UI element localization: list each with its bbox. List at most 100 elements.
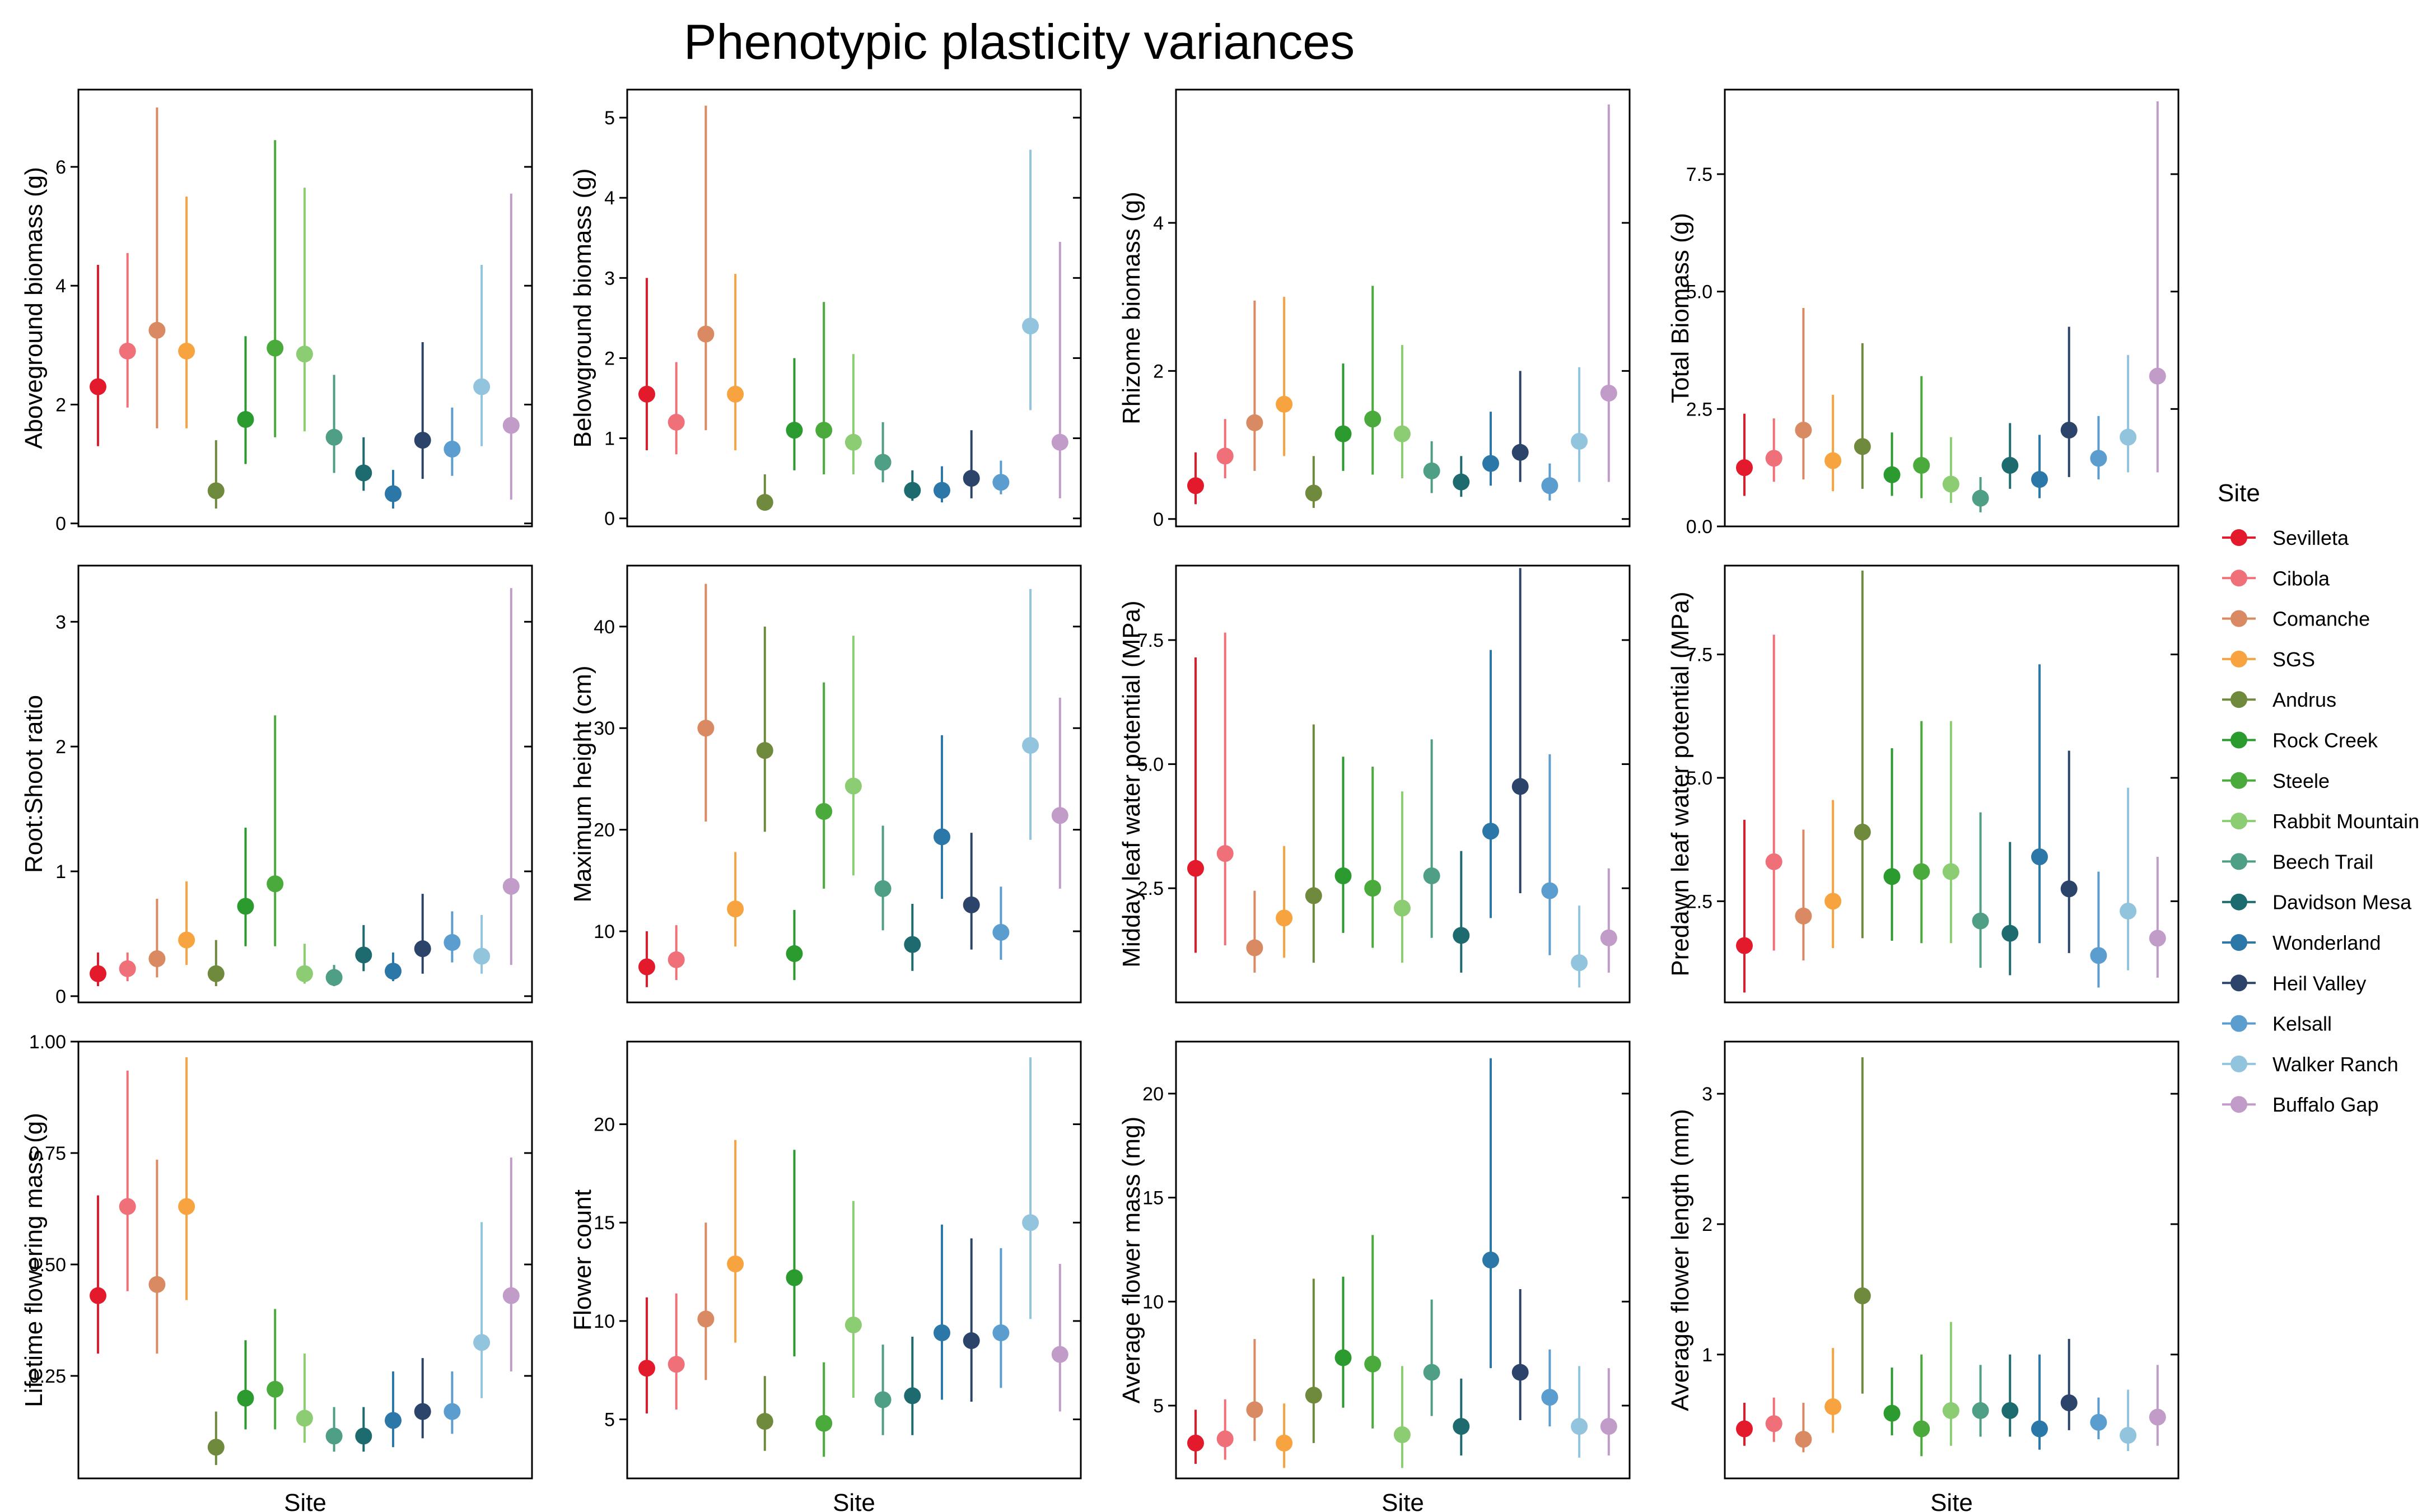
legend-label: Steele — [2272, 769, 2330, 792]
y-tick-label: 0.75 — [29, 1143, 66, 1164]
y-tick-label: 5 — [1153, 1396, 1164, 1417]
y-tick-label: 2 — [55, 736, 66, 758]
point-14 — [473, 378, 491, 395]
point-1 — [90, 965, 106, 982]
legend-label: Beech Trail — [2272, 850, 2373, 873]
point-10 — [1453, 927, 1470, 944]
point-12 — [414, 940, 431, 958]
legend-marker — [2230, 853, 2247, 870]
y-axis-label: Average flower mass (mg) — [1118, 1117, 1145, 1404]
y-tick-label: 5.0 — [1137, 754, 1164, 776]
point-5 — [756, 1413, 773, 1430]
legend-item-4: SGS — [2222, 648, 2315, 671]
chart-title: Phenotypic plasticity variances — [684, 14, 1355, 69]
point-14 — [1571, 432, 1588, 450]
point-4 — [1276, 1434, 1293, 1452]
y-tick-label: 7.5 — [1686, 164, 1712, 185]
point-15 — [1600, 1418, 1617, 1435]
point-2 — [119, 960, 136, 977]
y-tick-label: 6 — [55, 157, 66, 178]
point-7 — [1364, 1355, 1382, 1373]
point-12 — [963, 1332, 980, 1350]
y-tick-label: 1 — [55, 861, 66, 883]
point-14 — [1571, 1418, 1588, 1435]
point-3 — [148, 950, 166, 967]
point-12 — [1511, 778, 1529, 795]
point-13 — [1541, 477, 1558, 494]
legend-label: Comanche — [2272, 608, 2370, 631]
y-axis-label: Flower count — [569, 1189, 596, 1331]
point-1 — [638, 1360, 655, 1377]
y-tick-label: 0.0 — [1686, 516, 1712, 538]
legend-item-7: Steele — [2222, 769, 2330, 792]
point-8 — [296, 346, 313, 363]
plot-frame — [626, 88, 1082, 528]
y-tick-label: 4 — [604, 188, 615, 209]
y-tick-label: 3 — [55, 612, 66, 633]
plot-frame — [626, 1040, 1082, 1480]
point-7 — [815, 422, 833, 439]
point-5 — [207, 1439, 225, 1456]
point-6 — [1883, 868, 1901, 885]
point-3 — [1246, 939, 1263, 956]
y-tick-label: 2.5 — [1686, 891, 1712, 912]
legend-marker — [2230, 731, 2247, 749]
point-13 — [1541, 882, 1558, 899]
point-6 — [237, 898, 254, 915]
point-3 — [697, 1310, 715, 1328]
point-10 — [904, 1387, 921, 1404]
y-tick-label: 3 — [1702, 1084, 1712, 1105]
legend-label: Cibola — [2272, 567, 2330, 590]
legend-item-5: Andrus — [2222, 688, 2336, 711]
point-8 — [844, 777, 862, 795]
y-axis-label: Average flower length (mm) — [1667, 1109, 1694, 1411]
point-15 — [1600, 385, 1617, 402]
point-9 — [874, 880, 892, 897]
point-13 — [444, 1403, 461, 1420]
point-11 — [2031, 848, 2048, 865]
legend-label: Sevilleta — [2272, 526, 2349, 549]
point-9 — [1423, 1364, 1440, 1381]
point-12 — [2060, 880, 2078, 898]
x-axis-label: Site — [1382, 1489, 1424, 1512]
point-2 — [119, 1198, 136, 1215]
point-10 — [2001, 456, 2019, 474]
y-tick-label: 30 — [594, 718, 615, 739]
point-14 — [2120, 1427, 2137, 1444]
point-2 — [1765, 853, 1782, 870]
point-14 — [1571, 954, 1588, 972]
y-tick-label: 2 — [1153, 361, 1164, 382]
point-3 — [1795, 1431, 1812, 1448]
legend-label: SGS — [2272, 648, 2315, 671]
legend-item-3: Comanche — [2222, 608, 2370, 631]
point-13 — [992, 474, 1010, 491]
point-11 — [385, 485, 402, 502]
y-tick-label: 1 — [604, 428, 615, 450]
legend-label: Wonderland — [2272, 931, 2381, 954]
y-axis-label: Total Biomass (g) — [1667, 213, 1694, 403]
point-6 — [1883, 466, 1901, 483]
point-12 — [414, 1403, 431, 1420]
point-14 — [2120, 428, 2137, 446]
point-10 — [355, 464, 372, 482]
point-10 — [1453, 1418, 1470, 1435]
legend-item-6: Rock Creek — [2222, 729, 2378, 752]
y-axis-label: Maximum height (cm) — [569, 666, 596, 903]
point-4 — [178, 931, 195, 949]
point-13 — [2090, 947, 2107, 964]
point-12 — [1511, 1364, 1529, 1381]
point-12 — [2060, 422, 2078, 439]
point-13 — [444, 441, 461, 458]
y-tick-label: 15 — [594, 1212, 615, 1234]
x-axis-label: Site — [1930, 1489, 1973, 1512]
plot-frame — [1175, 88, 1631, 528]
legend-marker — [2230, 610, 2247, 627]
legend-marker — [2230, 650, 2247, 668]
point-7 — [1913, 456, 1930, 474]
legend-label: Rock Creek — [2272, 729, 2378, 752]
point-1 — [90, 1287, 106, 1304]
point-15 — [1051, 807, 1068, 824]
panel-2: 0 1 2 3 4 5 Belowground biomass (g) — [569, 88, 1082, 530]
point-7 — [815, 1415, 833, 1432]
